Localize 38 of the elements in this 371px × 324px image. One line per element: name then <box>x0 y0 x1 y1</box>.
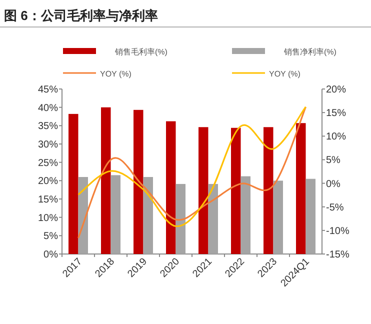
bar <box>110 175 120 254</box>
y2-tick-label: -5% <box>326 202 344 214</box>
legend-label: 销售净利率(%) <box>283 48 337 56</box>
bar <box>68 114 78 254</box>
bar <box>198 127 208 254</box>
chart-title: 图 6：公司毛利率与净利率 <box>4 8 158 23</box>
y-tick-label: 20% <box>38 176 58 188</box>
bar <box>101 107 111 254</box>
y-tick-label: 40% <box>38 102 58 114</box>
y-tick-label: 10% <box>38 212 58 224</box>
y-tick-label: 30% <box>38 140 58 150</box>
y-tick-label: 45% <box>38 84 58 96</box>
y-tick-label: 25% <box>38 158 58 169</box>
bar <box>143 177 153 254</box>
bar <box>231 128 241 254</box>
legend-label: YOY (%) <box>100 70 132 78</box>
legend-label: YOY (%) <box>269 70 301 78</box>
y2-tick-label: 10% <box>326 132 346 143</box>
bar <box>166 121 176 254</box>
legend-label: 销售毛利率(%) <box>114 48 168 56</box>
y-tick-label: 35% <box>38 121 58 132</box>
y2-tick-label: 5% <box>326 155 341 166</box>
bar <box>208 184 218 254</box>
y-tick-label: 15% <box>38 194 58 206</box>
y2-tick-label: 20% <box>326 84 346 96</box>
bar <box>176 184 186 254</box>
bar <box>306 178 316 254</box>
y2-tick-label: -10% <box>326 226 350 237</box>
bar <box>273 180 283 254</box>
bar <box>240 176 250 254</box>
y2-tick-label: 0% <box>326 178 341 190</box>
bar <box>264 127 274 254</box>
y-tick-label: 0% <box>44 250 58 260</box>
bar <box>296 123 306 254</box>
y2-tick-label: 15% <box>326 108 346 120</box>
bar <box>134 110 144 254</box>
y2-tick-label: -15% <box>326 250 350 260</box>
y-tick-label: 5% <box>44 231 58 242</box>
